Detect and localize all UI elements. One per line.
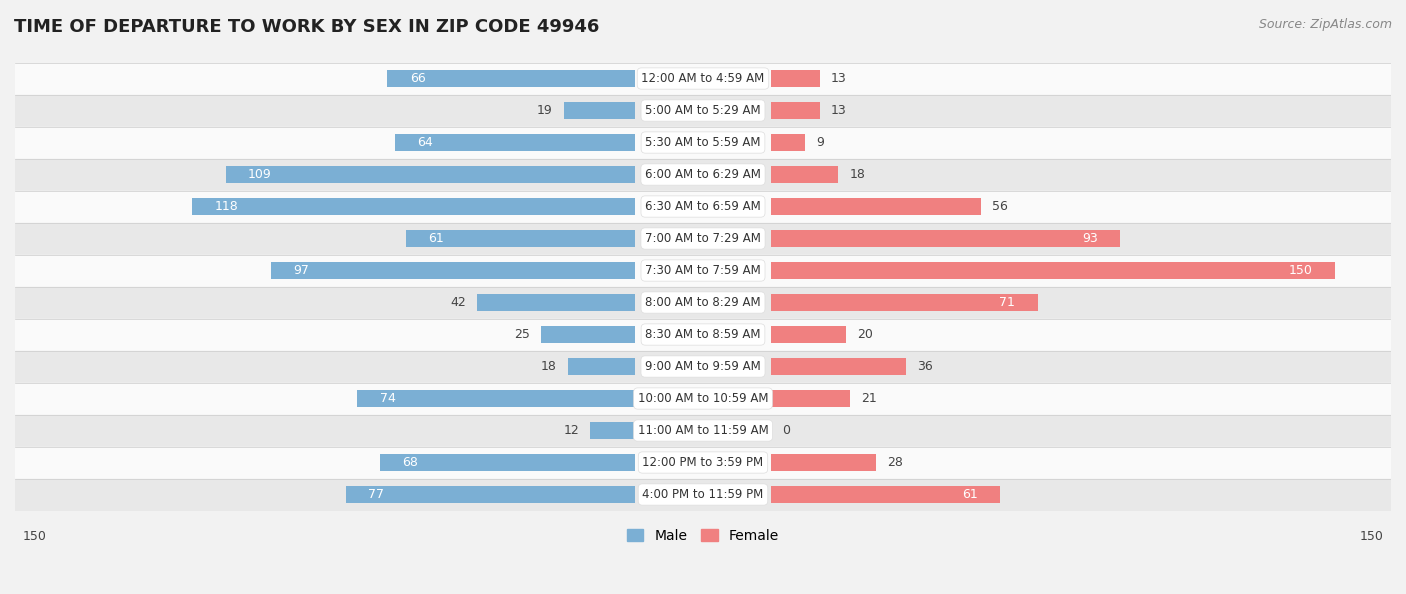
Bar bbox=[541, 326, 636, 343]
Bar bbox=[15, 254, 1391, 286]
Text: 7:30 AM to 7:59 AM: 7:30 AM to 7:59 AM bbox=[645, 264, 761, 277]
Bar bbox=[770, 390, 849, 407]
Bar bbox=[770, 293, 1038, 311]
Bar bbox=[770, 198, 981, 215]
Text: 150: 150 bbox=[1288, 264, 1312, 277]
Text: 61: 61 bbox=[962, 488, 977, 501]
Text: 19: 19 bbox=[537, 104, 553, 117]
Bar bbox=[770, 102, 820, 119]
Text: 12:00 AM to 4:59 AM: 12:00 AM to 4:59 AM bbox=[641, 72, 765, 85]
Text: 8:00 AM to 8:29 AM: 8:00 AM to 8:29 AM bbox=[645, 296, 761, 309]
Text: 66: 66 bbox=[409, 72, 426, 85]
Text: 6:30 AM to 6:59 AM: 6:30 AM to 6:59 AM bbox=[645, 200, 761, 213]
Bar bbox=[15, 415, 1391, 447]
Bar bbox=[380, 454, 636, 471]
Bar bbox=[15, 94, 1391, 127]
Text: 5:30 AM to 5:59 AM: 5:30 AM to 5:59 AM bbox=[645, 136, 761, 149]
Bar bbox=[770, 166, 838, 184]
Text: 150: 150 bbox=[22, 530, 46, 543]
Text: 11:00 AM to 11:59 AM: 11:00 AM to 11:59 AM bbox=[638, 424, 768, 437]
Bar bbox=[478, 293, 636, 311]
Text: 20: 20 bbox=[858, 328, 873, 341]
Text: 12: 12 bbox=[564, 424, 579, 437]
Bar bbox=[225, 166, 636, 184]
Bar bbox=[346, 486, 636, 503]
Bar bbox=[191, 198, 636, 215]
Text: 13: 13 bbox=[831, 72, 846, 85]
Bar bbox=[406, 230, 636, 247]
Text: 56: 56 bbox=[993, 200, 1008, 213]
Bar bbox=[15, 62, 1391, 94]
Bar bbox=[770, 262, 1334, 279]
Text: 4:00 PM to 11:59 PM: 4:00 PM to 11:59 PM bbox=[643, 488, 763, 501]
Text: 74: 74 bbox=[380, 392, 395, 405]
Bar bbox=[15, 159, 1391, 191]
Bar bbox=[770, 326, 846, 343]
Text: 10:00 AM to 10:59 AM: 10:00 AM to 10:59 AM bbox=[638, 392, 768, 405]
Bar bbox=[770, 358, 905, 375]
Bar bbox=[15, 286, 1391, 318]
Bar bbox=[395, 134, 636, 151]
Bar bbox=[357, 390, 636, 407]
Bar bbox=[15, 191, 1391, 223]
Text: 6:00 AM to 6:29 AM: 6:00 AM to 6:29 AM bbox=[645, 168, 761, 181]
Bar bbox=[591, 422, 636, 440]
Text: 28: 28 bbox=[887, 456, 903, 469]
Text: 18: 18 bbox=[540, 360, 557, 373]
Bar bbox=[770, 69, 820, 87]
Bar bbox=[568, 358, 636, 375]
Bar bbox=[770, 134, 804, 151]
Bar bbox=[387, 69, 636, 87]
Text: 25: 25 bbox=[515, 328, 530, 341]
Text: 93: 93 bbox=[1083, 232, 1098, 245]
Bar bbox=[15, 223, 1391, 254]
Bar bbox=[15, 127, 1391, 159]
Text: 42: 42 bbox=[450, 296, 467, 309]
Bar bbox=[770, 230, 1121, 247]
Text: 9: 9 bbox=[815, 136, 824, 149]
Text: 64: 64 bbox=[418, 136, 433, 149]
Bar bbox=[15, 479, 1391, 510]
Bar bbox=[15, 350, 1391, 383]
Text: 0: 0 bbox=[782, 424, 790, 437]
Text: 8:30 AM to 8:59 AM: 8:30 AM to 8:59 AM bbox=[645, 328, 761, 341]
Text: 61: 61 bbox=[429, 232, 444, 245]
Bar bbox=[15, 318, 1391, 350]
Text: 13: 13 bbox=[831, 104, 846, 117]
Text: 21: 21 bbox=[860, 392, 877, 405]
Bar bbox=[564, 102, 636, 119]
Text: 150: 150 bbox=[1360, 530, 1384, 543]
Bar bbox=[770, 454, 876, 471]
Text: 5:00 AM to 5:29 AM: 5:00 AM to 5:29 AM bbox=[645, 104, 761, 117]
Legend: Male, Female: Male, Female bbox=[621, 523, 785, 548]
Text: 118: 118 bbox=[214, 200, 238, 213]
Text: 18: 18 bbox=[849, 168, 866, 181]
Text: 68: 68 bbox=[402, 456, 418, 469]
Text: 109: 109 bbox=[247, 168, 271, 181]
Text: 7:00 AM to 7:29 AM: 7:00 AM to 7:29 AM bbox=[645, 232, 761, 245]
Bar bbox=[15, 383, 1391, 415]
Text: 12:00 PM to 3:59 PM: 12:00 PM to 3:59 PM bbox=[643, 456, 763, 469]
Text: Source: ZipAtlas.com: Source: ZipAtlas.com bbox=[1258, 18, 1392, 31]
Bar bbox=[15, 447, 1391, 479]
Text: 71: 71 bbox=[1000, 296, 1015, 309]
Bar bbox=[770, 486, 1000, 503]
Bar bbox=[270, 262, 636, 279]
Text: TIME OF DEPARTURE TO WORK BY SEX IN ZIP CODE 49946: TIME OF DEPARTURE TO WORK BY SEX IN ZIP … bbox=[14, 18, 599, 36]
Text: 97: 97 bbox=[294, 264, 309, 277]
Text: 9:00 AM to 9:59 AM: 9:00 AM to 9:59 AM bbox=[645, 360, 761, 373]
Text: 77: 77 bbox=[368, 488, 384, 501]
Text: 36: 36 bbox=[917, 360, 934, 373]
